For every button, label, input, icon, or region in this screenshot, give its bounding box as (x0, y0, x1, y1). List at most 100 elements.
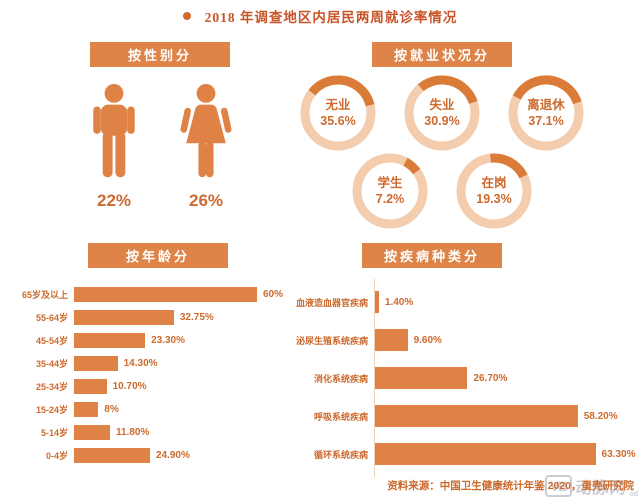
age-bar-chart: 65岁及以上 60% 55-64岁 32.75% 45-54岁 23.30% 35-44岁 1… (8, 283, 308, 467)
donut: 在岗 19.3% (456, 153, 532, 229)
bar (374, 367, 468, 389)
bar-row: 65岁及以上 60% (8, 283, 308, 306)
bar-value-label: 58.20% (583, 410, 618, 422)
bar-value-label: 8% (104, 404, 119, 415)
bar-value-label: 32.75% (179, 312, 214, 323)
bar-row: 0-4岁 24.90% (8, 444, 308, 467)
bar (74, 310, 174, 325)
gender-section: 按性别分 22% (20, 42, 300, 232)
male-figure: 22% (79, 83, 149, 211)
bar (74, 356, 118, 371)
title-text: 2018 年调查地区内居民两周就诊率情况 (204, 10, 458, 25)
bar-value-label: 60% (263, 289, 284, 300)
bar-category-label: 0-4岁 (45, 451, 68, 461)
donut-value: 7.2% (375, 192, 405, 206)
donut-category: 离退休 (527, 97, 565, 112)
female-figure: 26% (171, 83, 241, 211)
bar-category-label: 25-34岁 (35, 382, 68, 392)
bar-value-label: 63.30% (601, 448, 636, 460)
employment-donut-chart: 无业 35.6% 失业 30.9% 离退休 37.1% 学生 7.2% 在岗 19.3% (292, 75, 592, 229)
donut-row: 无业 35.6% 失业 30.9% 离退休 37.1% (292, 75, 592, 151)
disease-section: 按疾病种类分 血液造血器官疾病 1.40% 泌尿生殖系统疾病 9.60% 消化系统疾病 2… (288, 243, 636, 483)
donut: 学生 7.2% (352, 153, 428, 229)
bar (374, 291, 379, 313)
donut-label: 无业 35.6% (300, 75, 376, 151)
donut-category: 在岗 (481, 175, 507, 190)
donut-label: 离退休 37.1% (508, 75, 584, 151)
bar-value-label: 11.80% (115, 427, 150, 438)
gender-figures: 22% 26% (20, 83, 300, 211)
disease-bar-chart: 血液造血器官疾病 1.40% 泌尿生殖系统疾病 9.60% 消化系统疾病 26.70% 呼吸… (288, 279, 636, 477)
bar-category-label: 循环系统疾病 (313, 449, 368, 460)
donut-row: 学生 7.2% 在岗 19.3% (292, 153, 592, 229)
bar-value-label: 9.60% (413, 334, 442, 346)
age-section-header: 按年龄分 (88, 243, 228, 268)
donut-label: 学生 7.2% (352, 153, 428, 229)
female-icon (180, 83, 232, 178)
watermark-box: VB (544, 475, 573, 497)
bar (374, 405, 578, 427)
bar (74, 287, 257, 302)
bar-category-label: 泌尿生殖系统疾病 (295, 335, 368, 346)
donut-category: 失业 (429, 97, 455, 112)
donut-label: 失业 30.9% (404, 75, 480, 151)
male-percent: 22% (96, 191, 132, 210)
bar-value-label: 24.90% (155, 450, 190, 461)
bar-row: 循环系统疾病 63.30% (288, 435, 636, 473)
bar-value-label: 14.30% (123, 358, 158, 369)
bar-category-label: 55-64岁 (35, 313, 68, 323)
bar-row: 呼吸系统疾病 58.20% (288, 397, 636, 435)
age-section: 按年龄分 65岁及以上 60% 55-64岁 32.75% 45-54岁 23.30% 35… (8, 243, 308, 483)
bar-row: 25-34岁 10.70% (8, 375, 308, 398)
bar-category-label: 呼吸系统疾病 (313, 411, 368, 422)
donut-ring (404, 75, 480, 151)
bar-value-label: 10.70% (112, 381, 147, 392)
donut-value: 30.9% (424, 114, 460, 128)
donut: 无业 35.6% (300, 75, 376, 151)
gender-section-header: 按性别分 (90, 42, 230, 67)
donut: 离退休 37.1% (508, 75, 584, 151)
donut-ring (300, 75, 376, 151)
bar-category-label: 35-44岁 (35, 359, 68, 369)
male-icon (93, 83, 135, 178)
bar-row: 泌尿生殖系统疾病 9.60% (288, 321, 636, 359)
data-source-note: 资料来源：中国卫生健康统计年鉴 2020，蛋壳研究院 (387, 480, 634, 492)
bar-row: 35-44岁 14.30% (8, 352, 308, 375)
title-bullet-icon (182, 12, 191, 20)
watermark-subtext: od (629, 491, 638, 498)
watermark-text: 动脉网 (575, 480, 627, 497)
employment-section: 按就业状况分 无业 35.6% 失业 30.9% 离退休 37.1% 学生 7.2% 在岗 19.… (292, 42, 592, 237)
bar-category-label: 5-14岁 (40, 428, 68, 438)
bar (74, 402, 99, 417)
bar-category-label: 血液造血器官疾病 (295, 297, 368, 308)
bar (374, 443, 596, 465)
donut-value: 19.3% (476, 192, 512, 206)
donut-value: 35.6% (320, 114, 356, 128)
donut-ring (508, 75, 584, 151)
employment-section-header: 按就业状况分 (372, 42, 512, 67)
watermark-logo: VB 动脉网 od (544, 474, 638, 498)
donut-ring (352, 153, 428, 229)
bar-category-label: 65岁及以上 (21, 290, 68, 300)
bar-row: 血液造血器官疾病 1.40% (288, 283, 636, 321)
bar-row: 消化系统疾病 26.70% (288, 359, 636, 397)
bar-category-label: 45-54岁 (35, 336, 68, 346)
female-percent: 26% (188, 191, 224, 210)
bar-row: 5-14岁 11.80% (8, 421, 308, 444)
bar-row: 45-54岁 23.30% (8, 329, 308, 352)
disease-section-header: 按疾病种类分 (362, 243, 502, 268)
bar-category-label: 15-24岁 (35, 405, 68, 415)
bar-value-label: 26.70% (473, 372, 508, 384)
bar-value-label: 1.40% (384, 296, 414, 308)
bar (74, 425, 110, 440)
bar (74, 333, 146, 348)
donut-value: 37.1% (528, 114, 564, 128)
donut-category: 无业 (325, 97, 351, 112)
donut: 失业 30.9% (404, 75, 480, 151)
bar (74, 448, 150, 463)
bar-row: 55-64岁 32.75% (8, 306, 308, 329)
donut-label: 在岗 19.3% (456, 153, 532, 229)
page-title: 2018 年调查地区内居民两周就诊率情况 (0, 6, 640, 26)
bar (374, 329, 408, 351)
